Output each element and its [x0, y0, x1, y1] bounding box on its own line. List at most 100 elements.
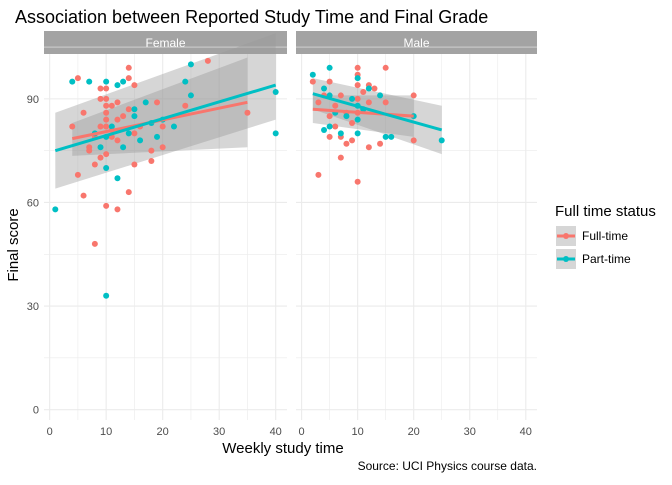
data-point-full-time — [159, 144, 166, 151]
legend-title: Full time status — [555, 203, 656, 220]
data-point-full-time — [365, 99, 372, 106]
data-point-full-time — [244, 109, 251, 116]
confidence-band-part-time — [312, 78, 442, 155]
data-point-full-time — [326, 133, 333, 140]
chart-title: Association between Reported Study Time … — [15, 7, 488, 27]
data-point-part-time — [326, 123, 333, 130]
y-axis-title: Final score — [5, 208, 22, 281]
data-point-part-time — [343, 113, 350, 120]
x-tick-label: 20 — [157, 426, 169, 438]
data-point-full-time — [103, 202, 110, 209]
y-tick-label: 90 — [27, 94, 39, 106]
data-point-full-time — [131, 130, 138, 137]
data-point-full-time — [337, 154, 344, 161]
x-tick-label: 10 — [100, 426, 112, 438]
data-point-full-time — [159, 123, 166, 130]
y-tick-label: 30 — [27, 301, 39, 313]
data-point-part-time — [349, 95, 356, 102]
data-point-full-time — [337, 92, 344, 99]
facet-panel-female: Female 0 10 20 30 40 0 30 60 90 — [27, 31, 287, 438]
data-point-part-time — [438, 137, 445, 144]
data-point-full-time — [349, 137, 356, 144]
data-point-full-time — [91, 161, 98, 168]
data-point-full-time — [103, 85, 110, 92]
x-tick-label: 10 — [352, 426, 364, 438]
data-point-full-time — [326, 78, 333, 85]
x-tick-label: 0 — [47, 426, 53, 438]
data-point-part-time — [272, 88, 279, 95]
data-point-part-time — [170, 123, 177, 130]
data-point-full-time — [108, 102, 115, 109]
data-point-full-time — [114, 116, 121, 123]
x-tick-label: 0 — [299, 426, 305, 438]
data-point-full-time — [349, 120, 356, 127]
data-point-part-time — [131, 106, 138, 113]
x-axis-title: Weekly study time — [222, 440, 343, 457]
data-point-full-time — [103, 102, 110, 109]
data-point-full-time — [97, 154, 104, 161]
data-point-full-time — [97, 95, 104, 102]
data-point-part-time — [365, 85, 372, 92]
y-tick-label: 60 — [27, 197, 39, 209]
data-point-part-time — [131, 113, 138, 120]
data-point-full-time — [80, 192, 87, 199]
data-point-full-time — [103, 123, 110, 130]
x-tick-label: 30 — [464, 426, 476, 438]
data-point-full-time — [69, 123, 76, 130]
data-point-part-time — [86, 78, 93, 85]
data-point-full-time — [382, 99, 389, 106]
data-point-full-time — [309, 78, 316, 85]
data-point-full-time — [332, 102, 339, 109]
trend-line-part-time — [54, 83, 277, 153]
data-point-part-time — [377, 92, 384, 99]
x-tick-label: 20 — [408, 426, 420, 438]
data-point-full-time — [315, 99, 322, 106]
data-point-part-time — [69, 78, 76, 85]
data-point-full-time — [74, 171, 81, 178]
data-point-part-time — [120, 78, 127, 85]
data-point-full-time — [354, 82, 361, 89]
data-point-full-time — [103, 95, 110, 102]
data-point-full-time — [120, 113, 127, 120]
data-point-full-time — [86, 147, 93, 154]
data-point-part-time — [52, 206, 59, 213]
data-point-full-time — [97, 85, 104, 92]
data-point-part-time — [354, 130, 361, 137]
data-point-full-time — [354, 178, 361, 185]
data-point-part-time — [103, 78, 110, 85]
data-point-part-time — [182, 78, 189, 85]
data-point-full-time — [91, 240, 98, 247]
data-point-full-time — [125, 189, 132, 196]
data-point-part-time — [382, 133, 389, 140]
data-point-part-time — [321, 85, 328, 92]
data-point-full-time — [354, 64, 361, 71]
data-point-part-time — [354, 116, 361, 123]
data-point-full-time — [103, 116, 110, 123]
legend-entry-full-time: Full-time — [556, 226, 628, 246]
legend: Full time status Full-time Part-time — [555, 203, 656, 269]
data-point-part-time — [388, 133, 395, 140]
legend-label: Part-time — [582, 252, 631, 266]
x-tick-label: 40 — [270, 426, 282, 438]
legend-label: Full-time — [582, 229, 628, 243]
data-point-part-time — [326, 64, 333, 71]
x-tick-label: 40 — [520, 426, 532, 438]
data-point-full-time — [371, 85, 378, 92]
data-point-part-time — [125, 130, 132, 137]
data-point-part-time — [114, 82, 121, 89]
data-point-part-time — [321, 126, 328, 133]
data-point-part-time — [154, 133, 161, 140]
facet-strip-male — [296, 31, 537, 54]
data-point-full-time — [410, 92, 417, 99]
data-point-part-time — [103, 292, 110, 299]
facet-strip-female — [44, 31, 287, 54]
data-point-full-time — [74, 75, 81, 82]
facet-strip-label-male: Male — [403, 36, 429, 50]
x-tick-label: 30 — [213, 426, 225, 438]
data-point-full-time — [103, 109, 110, 116]
facet-panels: Female 0 10 20 30 40 0 30 60 90 Male 0 10 20 30 40 — [27, 31, 537, 438]
data-point-full-time — [154, 99, 161, 106]
chart-caption: Source: UCI Physics course data. — [358, 459, 537, 473]
